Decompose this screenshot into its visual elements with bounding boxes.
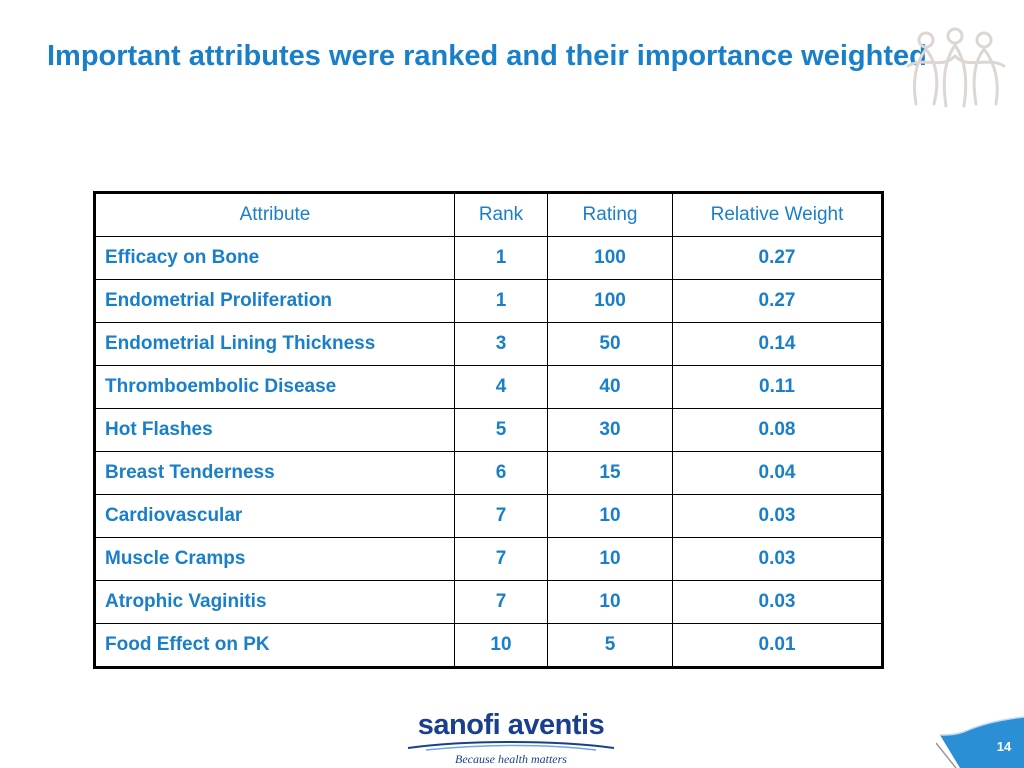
attribute-cell: Food Effect on PK xyxy=(94,623,455,668)
attribute-table: Attribute Rank Rating Relative Weight Ef… xyxy=(93,191,884,669)
rating-cell: 50 xyxy=(547,322,673,366)
rank-cell: 3 xyxy=(454,322,548,366)
table-row: Hot Flashes 5 30 0.08 xyxy=(94,408,883,452)
weight-cell: 0.03 xyxy=(672,537,883,581)
rating-cell: 10 xyxy=(547,537,673,581)
table-row: Cardiovascular 7 10 0.03 xyxy=(94,494,883,538)
swoosh-icon xyxy=(407,741,615,751)
weight-cell: 0.03 xyxy=(672,580,883,624)
weight-cell: 0.08 xyxy=(672,408,883,452)
brand-tagline: Because health matters xyxy=(455,752,567,766)
sanofi-aventis-logo: sanofi aventis Because health matters xyxy=(402,708,620,768)
weight-cell: 0.03 xyxy=(672,494,883,538)
rating-cell: 100 xyxy=(547,236,673,280)
attribute-cell: Endometrial Proliferation xyxy=(94,279,455,323)
rank-cell: 5 xyxy=(454,408,548,452)
rank-cell: 6 xyxy=(454,451,548,495)
table-row: Muscle Cramps 7 10 0.03 xyxy=(94,537,883,581)
table-row: Atrophic Vaginitis 7 10 0.03 xyxy=(94,580,883,624)
rank-cell: 7 xyxy=(454,537,548,581)
attribute-cell: Atrophic Vaginitis xyxy=(94,580,455,624)
attribute-cell: Cardiovascular xyxy=(94,494,455,538)
attribute-cell: Thromboembolic Disease xyxy=(94,365,455,409)
attribute-cell: Efficacy on Bone xyxy=(94,236,455,280)
rating-cell: 15 xyxy=(547,451,673,495)
brand-name: sanofi aventis xyxy=(417,709,605,741)
attribute-cell: Endometrial Lining Thickness xyxy=(94,322,455,366)
table-row: Endometrial Proliferation 1 100 0.27 xyxy=(94,279,883,323)
rating-cell: 100 xyxy=(547,279,673,323)
rank-cell: 1 xyxy=(454,236,548,280)
weight-cell: 0.27 xyxy=(672,236,883,280)
attribute-cell: Breast Tenderness xyxy=(94,451,455,495)
header-attribute: Attribute xyxy=(94,192,455,237)
slide-title: Important attributes were ranked and the… xyxy=(47,40,927,72)
figures-logo-icon xyxy=(906,27,1006,108)
table-row: Thromboembolic Disease 4 40 0.11 xyxy=(94,365,883,409)
page-tab-icon xyxy=(936,716,1024,768)
table-header-row: Attribute Rank Rating Relative Weight xyxy=(94,192,883,237)
rank-cell: 10 xyxy=(454,623,548,668)
weight-cell: 0.14 xyxy=(672,322,883,366)
rank-cell: 1 xyxy=(454,279,548,323)
attribute-cell: Hot Flashes xyxy=(94,408,455,452)
rating-cell: 10 xyxy=(547,580,673,624)
header-rank: Rank xyxy=(454,192,548,237)
page-number: 14 xyxy=(996,739,1012,754)
weight-cell: 0.04 xyxy=(672,451,883,495)
weight-cell: 0.01 xyxy=(672,623,883,668)
attribute-cell: Muscle Cramps xyxy=(94,537,455,581)
table-row: Food Effect on PK 10 5 0.01 xyxy=(94,623,883,668)
table-row: Efficacy on Bone 1 100 0.27 xyxy=(94,236,883,280)
weight-cell: 0.11 xyxy=(672,365,883,409)
table-row: Endometrial Lining Thickness 3 50 0.14 xyxy=(94,322,883,366)
rank-cell: 7 xyxy=(454,494,548,538)
rating-cell: 40 xyxy=(547,365,673,409)
header-relative-weight: Relative Weight xyxy=(672,192,883,237)
rating-cell: 10 xyxy=(547,494,673,538)
table-row: Breast Tenderness 6 15 0.04 xyxy=(94,451,883,495)
weight-cell: 0.27 xyxy=(672,279,883,323)
rank-cell: 7 xyxy=(454,580,548,624)
rating-cell: 5 xyxy=(547,623,673,668)
rating-cell: 30 xyxy=(547,408,673,452)
rank-cell: 4 xyxy=(454,365,548,409)
header-rating: Rating xyxy=(547,192,673,237)
